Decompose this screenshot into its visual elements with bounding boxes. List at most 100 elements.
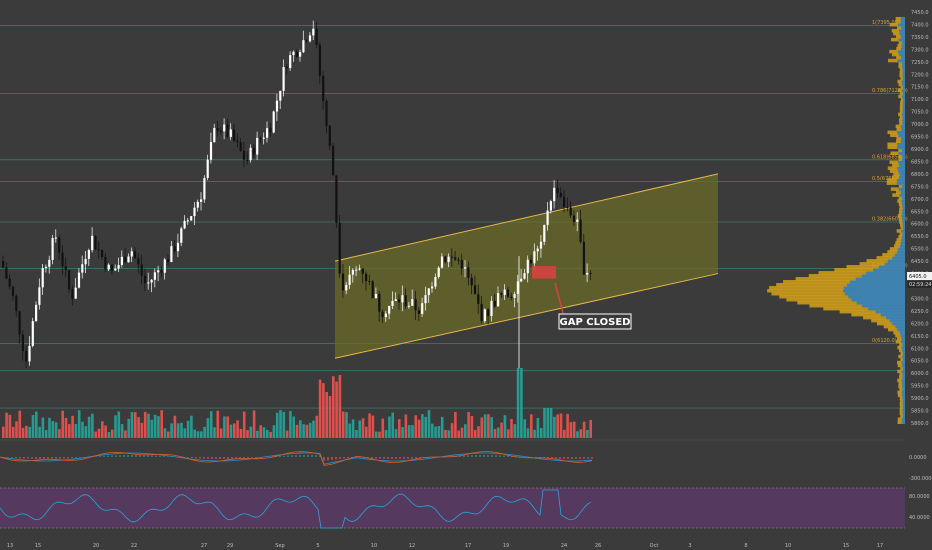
- profile-blue-5: [903, 406, 905, 410]
- volume-bar-14: [48, 418, 51, 438]
- candle-body-15: [52, 238, 54, 260]
- volume-bar-178: [589, 420, 592, 438]
- volume-bar-36: [121, 424, 124, 438]
- volume-bar-79: [263, 427, 266, 438]
- profile-blue-93: [897, 143, 905, 147]
- candle-body-83: [276, 101, 278, 112]
- profile-blue-27: [901, 340, 905, 344]
- volume-bar-153: [507, 429, 510, 438]
- volume-bar-159: [527, 428, 530, 438]
- profile-blue-119: [902, 65, 905, 69]
- volume-bar-27: [91, 414, 94, 438]
- candle-body-43: [144, 276, 146, 284]
- candle-body-16: [55, 238, 57, 239]
- profile-blue-14: [902, 379, 905, 383]
- candle-body-123: [408, 306, 410, 307]
- profile-blue-135: [901, 17, 905, 21]
- candle-body-158: [523, 273, 525, 278]
- volume-bar-29: [98, 429, 101, 438]
- volume-bar-170: [563, 430, 566, 438]
- volume-bar-128: [424, 417, 427, 438]
- candle-body-155: [514, 294, 516, 298]
- profile-blue-97: [897, 131, 905, 135]
- candle-body-55: [184, 221, 186, 229]
- profile-blue-24: [902, 349, 905, 353]
- price-tick-1: 7400.0: [911, 22, 929, 28]
- rsi-tick-1: 40.0000: [909, 515, 930, 521]
- candle-body-81: [269, 128, 271, 132]
- volume-bar-164: [543, 408, 546, 438]
- candle-body-177: [586, 273, 588, 275]
- volume-bar-143: [474, 430, 477, 438]
- profile-blue-134: [901, 20, 905, 24]
- profile-blue-51: [873, 268, 905, 272]
- volume-bar-87: [289, 411, 292, 438]
- volume-bar-123: [408, 425, 411, 438]
- profile-blue-52: [879, 265, 905, 269]
- volume-bar-136: [451, 423, 454, 438]
- candle-body-37: [124, 257, 126, 262]
- volume-bar-150: [497, 428, 500, 438]
- price-tick-11: 6900.0: [911, 147, 929, 153]
- candle-body-110: [365, 274, 367, 281]
- profile-blue-32: [895, 325, 905, 329]
- profile-blue-109: [902, 95, 905, 99]
- candle-body-73: [243, 151, 245, 160]
- volume-bar-22: [75, 424, 78, 438]
- profile-blue-102: [903, 116, 905, 120]
- volume-bar-12: [42, 418, 45, 438]
- volume-bar-95: [316, 416, 319, 438]
- candle-body-89: [296, 52, 298, 57]
- candle-body-50: [167, 259, 169, 262]
- volume-bar-41: [137, 417, 140, 438]
- profile-blue-103: [902, 113, 905, 117]
- volume-bar-133: [441, 417, 444, 438]
- candle-body-164: [543, 225, 545, 242]
- candle-body-19: [65, 266, 67, 270]
- volume-bar-131: [434, 427, 437, 438]
- date-tick-9: 12: [409, 543, 415, 549]
- profile-blue-21: [903, 358, 905, 362]
- candle-body-172: [570, 207, 572, 215]
- candle-body-1: [5, 267, 7, 278]
- candle-body-39: [131, 251, 133, 256]
- volume-bar-25: [85, 426, 88, 438]
- profile-blue-82: [899, 175, 905, 179]
- candle-body-21: [71, 289, 73, 298]
- time-tag-value: 02:59:24: [909, 282, 931, 288]
- volume-bar-91: [302, 424, 305, 438]
- volume-bar-76: [253, 410, 256, 438]
- candle-body-22: [75, 288, 77, 299]
- volume-bar-134: [444, 430, 447, 438]
- volume-bar-132: [438, 426, 441, 438]
- volume-bar-107: [355, 430, 358, 438]
- profile-blue-56: [895, 253, 905, 257]
- profile-blue-11: [902, 388, 905, 392]
- candle-body-68: [226, 125, 228, 137]
- profile-blue-25: [902, 346, 905, 350]
- candle-body-113: [375, 294, 377, 298]
- volume-bar-31: [104, 425, 107, 438]
- profile-blue-99: [901, 125, 905, 128]
- profile-blue-71: [902, 208, 905, 212]
- candle-body-133: [441, 257, 443, 268]
- volume-bar-126: [418, 420, 421, 438]
- volume-bar-124: [411, 425, 414, 438]
- profile-blue-66: [903, 223, 905, 227]
- profile-blue-54: [888, 259, 905, 263]
- volume-bar-152: [504, 415, 507, 438]
- profile-blue-111: [902, 89, 905, 93]
- candle-body-25: [85, 259, 87, 264]
- candle-body-31: [104, 257, 106, 270]
- profile-blue-47: [850, 280, 905, 284]
- candle-body-143: [474, 285, 476, 294]
- volume-bar-106: [352, 419, 355, 438]
- volume-bar-110: [365, 427, 368, 438]
- date-tick-3: 22: [131, 543, 137, 549]
- candle-body-129: [428, 288, 430, 295]
- candle-body-175: [580, 220, 582, 242]
- volume-bar-4: [15, 421, 18, 438]
- volume-bar-43: [144, 412, 147, 438]
- volume-bar-157: [520, 368, 523, 438]
